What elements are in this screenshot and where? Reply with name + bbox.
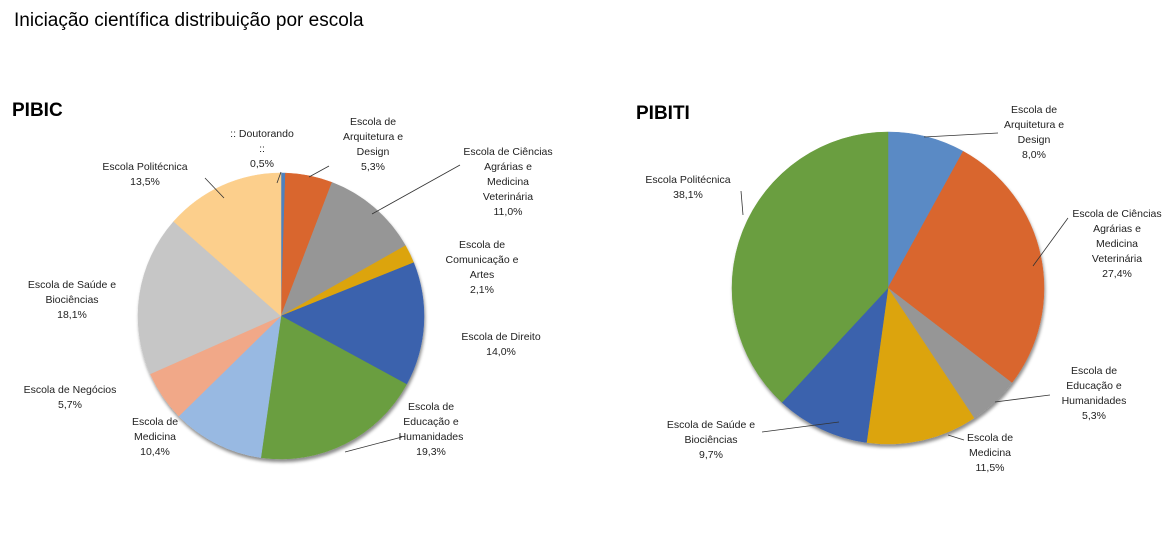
slice-name-line: Escola de	[408, 401, 454, 413]
pie-slice	[280, 262, 425, 385]
slice-name-line: :: Doutorando	[230, 128, 294, 140]
slice-name-line: Biociências	[684, 434, 737, 446]
leader-line	[740, 190, 744, 216]
slice-label: Escola de Arquitetura e Design 5,3%	[343, 116, 403, 173]
slice-value-label: 14,0%	[486, 346, 516, 358]
slice-name-line: Escola Politécnica	[102, 161, 187, 173]
pie-slices	[731, 131, 1045, 445]
slice-label: Escola Politécnica 38,1%	[645, 174, 730, 201]
leader-line	[923, 132, 999, 138]
pie-slices	[137, 172, 425, 460]
slice-name-line: Agrárias e	[484, 161, 532, 173]
pie-slice	[866, 287, 975, 445]
slice-value-label: 18,1%	[57, 309, 87, 321]
slice-name-line: Escola de	[350, 116, 396, 128]
pie-slice	[781, 287, 889, 443]
pie-slice	[137, 221, 282, 375]
slice-label: Escola de Medicina 11,5%	[967, 432, 1013, 474]
slice-name-line: Humanidades	[1062, 395, 1127, 407]
slice-label: Escola de Educação e Humanidades 5,3%	[1062, 365, 1127, 422]
slice-name-line: Arquitetura e	[1004, 119, 1064, 131]
slice-name-line: Escola de Saúde e	[28, 279, 116, 291]
slice-name-line: Design	[357, 146, 390, 158]
slice-name-line: Humanidades	[399, 431, 464, 443]
page-title: Iniciação científica distribuição por es…	[14, 10, 364, 31]
pie-slice	[178, 315, 282, 458]
slice-name-line: Medicina	[1096, 238, 1138, 250]
slice-value-label: 27,4%	[1102, 268, 1132, 280]
slice-label: Escola de Negócios 5,7%	[24, 384, 117, 411]
slice-name-line: Escola de	[1011, 104, 1057, 116]
slice-label: Escola Politécnica 13,5%	[102, 161, 187, 188]
slice-name-line: Medicina	[134, 431, 176, 443]
slice-value-label: 2,1%	[470, 284, 494, 296]
slice-label: Escola de Educação e Humanidades 19,3%	[399, 401, 464, 458]
slice-value-label: 8,0%	[1022, 149, 1046, 161]
slice-value-label: 10,4%	[140, 446, 170, 458]
slice-name-line: Escola de	[967, 432, 1013, 444]
slice-label: Escola de Comunicação e Artes 2,1%	[446, 239, 519, 296]
slice-name-line: ::	[259, 143, 265, 155]
leader-line	[947, 434, 965, 441]
slice-label: :: Doutorando:: 0,5%	[230, 128, 294, 170]
slice-name-line: Agrárias e	[1093, 223, 1141, 235]
slice-name-line: Arquitetura e	[343, 131, 403, 143]
slice-value-label: 19,3%	[416, 446, 446, 458]
slice-name-line: Educação e	[1066, 380, 1122, 392]
slice-name-line: Veterinária	[483, 191, 533, 203]
slice-value-label: 5,3%	[1082, 410, 1106, 422]
slice-value-label: 11,5%	[976, 462, 1005, 474]
slice-label: Escola de Direito 14,0%	[461, 331, 541, 358]
slice-value-label: 9,7%	[699, 449, 723, 461]
leader-line	[204, 177, 225, 199]
slice-name-line: Escola de Negócios	[24, 384, 117, 396]
slice-value-label: 0,5%	[250, 158, 274, 170]
slice-label: Escola de Ciências Agrárias e Medicina Vete…	[463, 146, 552, 218]
pie-slice	[731, 131, 889, 403]
slice-name-line: Escola de	[459, 239, 505, 251]
slice-label: Escola de Ciências Agrárias e Medicina Vete…	[1072, 208, 1161, 280]
slice-label: Escola de Saúde e Biociências 9,7%	[667, 419, 755, 461]
slice-label: Escola de Arquitetura e Design 8,0%	[1004, 104, 1064, 161]
slice-name-line: Escola de Direito	[461, 331, 541, 343]
slice-name-line: Artes	[470, 269, 495, 281]
slice-name-line: Escola de Saúde e	[667, 419, 755, 431]
slice-name-line: Veterinária	[1092, 253, 1142, 265]
slice-name-line: Biociências	[45, 294, 98, 306]
slice-value-label: 13,5%	[130, 176, 160, 188]
pibic-chart-title: PIBIC	[12, 100, 63, 121]
slice-value-label: 5,7%	[58, 399, 82, 411]
slice-name-line: Medicina	[969, 447, 1011, 459]
leader-line	[371, 164, 461, 215]
leader-line	[344, 436, 403, 453]
leader-line	[994, 394, 1051, 403]
leader-line	[761, 421, 840, 433]
slice-name-line: Escola de	[1071, 365, 1117, 377]
slice-name-line: Escola de Ciências	[1072, 208, 1161, 220]
pie-slice	[173, 172, 282, 317]
slice-value-label: 11,0%	[494, 206, 523, 218]
leader-line	[1032, 217, 1069, 267]
pie-slice	[280, 182, 406, 317]
slice-name-line: Escola de	[132, 416, 178, 428]
slice-name-line: Escola Politécnica	[645, 174, 730, 186]
slice-label: Escola de Saúde e Biociências 18,1%	[28, 279, 116, 321]
slice-label: Escola de Medicina 10,4%	[132, 416, 178, 458]
slice-name-line: Educação e	[403, 416, 459, 428]
pie-slice	[260, 315, 407, 460]
slice-value-label: 5,3%	[361, 161, 385, 173]
slice-name-line: Design	[1018, 134, 1051, 146]
pibiti-pie-chart: Escola de Arquitetura e Design 8,0%Escola d…	[645, 104, 1161, 474]
leader-line	[308, 165, 330, 178]
pibic-pie-chart: :: Doutorando:: 0,5%Escola de Arquitetura …	[24, 116, 553, 460]
slice-name-line: Medicina	[487, 176, 529, 188]
slice-value-label: 38,1%	[673, 189, 703, 201]
slice-name-line: Escola de Ciências	[463, 146, 552, 158]
slice-name-line: Comunicação e	[446, 254, 519, 266]
leader-line	[276, 171, 282, 184]
pibiti-chart-title: PIBITI	[636, 103, 690, 124]
